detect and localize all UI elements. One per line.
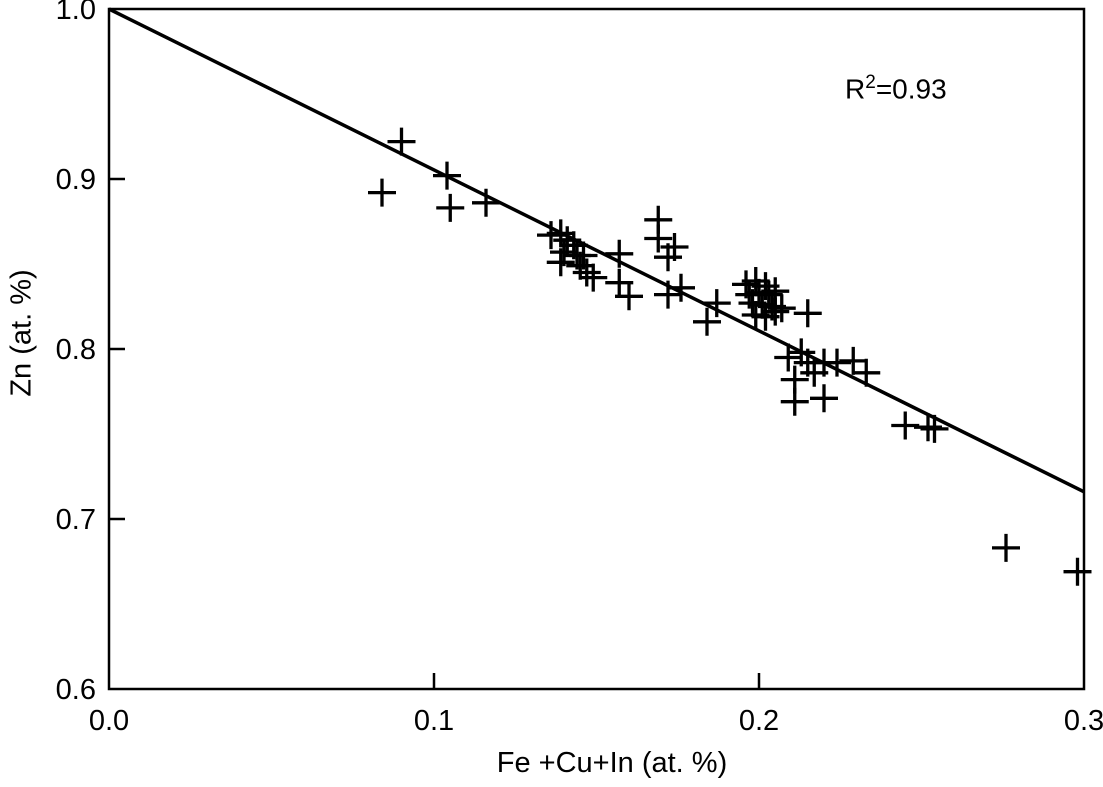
data-point-cross [823, 348, 851, 377]
data-point-cross [546, 219, 575, 248]
data-point-cross [767, 294, 796, 323]
data-point-cross [654, 243, 682, 272]
data-point-cross [761, 297, 790, 326]
data-point-cross [615, 282, 643, 311]
x-tick-label: 0.1 [413, 705, 455, 737]
data-point-cross [1063, 557, 1092, 586]
y-tick-label: 1.0 [55, 0, 96, 26]
plot-border [107, 7, 1086, 691]
y-tick-label: 0.9 [55, 164, 96, 196]
data-point-cross [472, 188, 500, 217]
y-tick-label: 0.6 [55, 674, 96, 706]
data-point-cross [387, 127, 416, 156]
data-point-cross [433, 161, 461, 190]
data-point-cross [546, 248, 575, 277]
data-point-cross [920, 414, 949, 443]
data-point-cross [654, 280, 682, 309]
data-point-cross [839, 346, 868, 375]
data-point-cross [579, 263, 608, 292]
r-squared-value: =0.93 [875, 73, 947, 105]
x-tick-label: 0.0 [88, 705, 130, 737]
x-axis-label: Fe +Cu+In (at. %) [496, 747, 728, 779]
data-point-cross [644, 224, 673, 253]
data-point-cross [368, 178, 396, 207]
data-point-cross [774, 343, 803, 372]
data-point-cross [436, 193, 465, 222]
r-squared-base: R [845, 73, 866, 105]
data-point-cross [702, 289, 731, 318]
x-tick-label: 0.3 [1063, 705, 1103, 737]
y-tick-label: 0.8 [55, 334, 96, 366]
data-point-cross [572, 258, 601, 287]
y-axis-label: Zn (at. %) [5, 269, 38, 397]
fit-line [108, 7, 1085, 494]
r-squared-annotation: R2=0.93 [845, 72, 947, 105]
data-point-cross [914, 413, 942, 442]
data-point-cross [605, 239, 634, 268]
data-point-cross [553, 226, 582, 255]
data-point-cross [852, 358, 881, 387]
data-point-cross [780, 387, 809, 416]
y-tick-label: 0.7 [55, 504, 96, 536]
r-squared-superscript: 2 [865, 72, 876, 93]
data-point-cross [810, 384, 838, 413]
data-point-cross [891, 411, 920, 440]
data-point-cross [693, 307, 721, 336]
x-tick-label: 0.2 [738, 705, 780, 737]
data-point-cross [793, 299, 822, 328]
data-point-cross [992, 533, 1020, 562]
data-point-cross [667, 273, 695, 302]
data-point-cross [566, 251, 595, 280]
